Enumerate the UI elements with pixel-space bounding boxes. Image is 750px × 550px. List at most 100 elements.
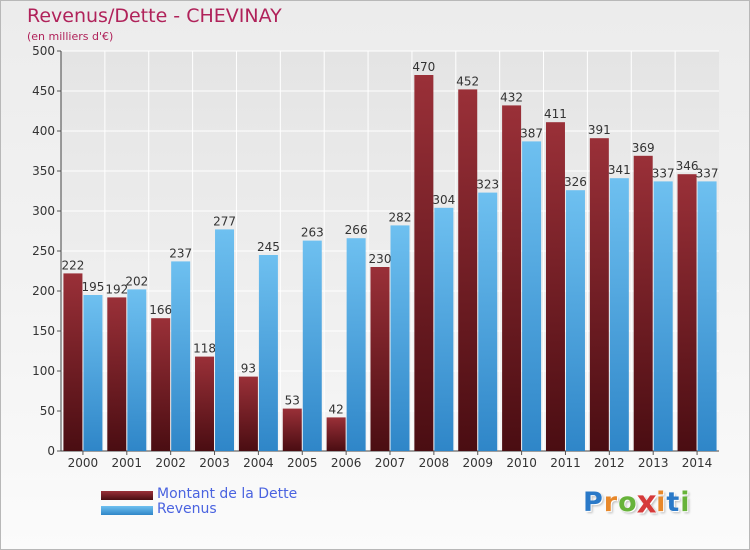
bar-revenus bbox=[522, 141, 542, 451]
bar-revenus bbox=[565, 190, 585, 451]
bar-revenus bbox=[697, 181, 717, 451]
data-label-revenus: 195 bbox=[81, 280, 104, 294]
bar-dette bbox=[633, 155, 653, 452]
bar-revenus bbox=[434, 207, 454, 451]
bar-revenus bbox=[302, 240, 322, 451]
y-tick-label: 500 bbox=[32, 44, 55, 58]
data-label-dette: 432 bbox=[500, 90, 523, 104]
logo-letter: o bbox=[618, 487, 638, 518]
x-tick-label: 2005 bbox=[287, 456, 318, 470]
data-label-revenus: 202 bbox=[125, 274, 148, 288]
bar-revenus bbox=[346, 238, 366, 451]
data-label-dette: 53 bbox=[285, 394, 300, 408]
bar-dette bbox=[677, 174, 697, 451]
bar-dette bbox=[282, 408, 302, 451]
y-tick-label: 50 bbox=[40, 404, 55, 418]
bar-dette bbox=[545, 122, 565, 451]
bar-revenus bbox=[127, 289, 147, 451]
y-tick-label: 350 bbox=[32, 164, 55, 178]
x-tick-label: 2000 bbox=[68, 456, 99, 470]
bar-dette bbox=[326, 417, 346, 451]
data-label-dette: 470 bbox=[412, 60, 435, 74]
data-label-revenus: 263 bbox=[301, 226, 324, 240]
bar-dette bbox=[458, 89, 478, 452]
data-label-dette: 411 bbox=[544, 107, 567, 121]
data-label-revenus: 277 bbox=[213, 214, 236, 228]
x-tick-label: 2013 bbox=[638, 456, 669, 470]
y-tick-label: 400 bbox=[32, 124, 55, 138]
x-tick-label: 2014 bbox=[682, 456, 713, 470]
bar-revenus bbox=[258, 255, 278, 451]
chart-subtitle: (en milliers d'€) bbox=[27, 30, 114, 43]
bar-dette bbox=[589, 138, 609, 451]
x-tick-label: 2008 bbox=[419, 456, 450, 470]
data-label-revenus: 387 bbox=[520, 126, 543, 140]
data-label-dette: 369 bbox=[632, 141, 655, 155]
bar-revenus bbox=[478, 192, 498, 451]
y-tick-label: 450 bbox=[32, 84, 55, 98]
data-label-dette: 118 bbox=[193, 342, 216, 356]
data-label-dette: 192 bbox=[105, 282, 128, 296]
bar-revenus bbox=[171, 261, 191, 451]
x-tick-label: 2009 bbox=[462, 456, 493, 470]
legend-swatch-revenus bbox=[101, 506, 153, 515]
data-label-dette: 230 bbox=[369, 252, 392, 266]
legend-swatch-dette bbox=[101, 491, 153, 500]
data-label-revenus: 326 bbox=[564, 175, 587, 189]
data-label-revenus: 304 bbox=[432, 193, 455, 207]
data-label-dette: 452 bbox=[456, 74, 479, 88]
bar-dette bbox=[414, 75, 434, 451]
bar-dette bbox=[195, 356, 215, 451]
x-tick-label: 2010 bbox=[506, 456, 537, 470]
x-tick-label: 2001 bbox=[112, 456, 143, 470]
logo-letter: x bbox=[636, 484, 658, 521]
bar-revenus bbox=[390, 225, 410, 451]
y-tick-label: 300 bbox=[32, 204, 55, 218]
logo-letter: t bbox=[666, 487, 681, 518]
data-label-revenus: 323 bbox=[476, 178, 499, 192]
logo-letter: P bbox=[583, 487, 604, 518]
proxiti-logo: Proxiti bbox=[583, 484, 691, 521]
logo-letter: i bbox=[680, 487, 691, 518]
legend-label-dette: Montant de la Dette bbox=[157, 486, 298, 502]
x-tick-label: 2002 bbox=[155, 456, 186, 470]
data-label-revenus: 245 bbox=[257, 240, 280, 254]
bar-revenus bbox=[609, 178, 629, 451]
data-label-revenus: 282 bbox=[389, 210, 412, 224]
data-label-dette: 42 bbox=[328, 402, 343, 416]
bar-dette bbox=[370, 267, 390, 451]
y-tick-label: 0 bbox=[47, 444, 55, 458]
y-tick-label: 250 bbox=[32, 244, 55, 258]
y-tick-label: 150 bbox=[32, 324, 55, 338]
data-label-revenus: 341 bbox=[608, 163, 631, 177]
data-label-dette: 391 bbox=[588, 123, 611, 137]
legend-label-revenus: Revenus bbox=[157, 501, 217, 517]
data-label-dette: 346 bbox=[676, 159, 699, 173]
bar-dette bbox=[238, 376, 258, 451]
y-tick-label: 200 bbox=[32, 284, 55, 298]
data-label-revenus: 337 bbox=[652, 166, 675, 180]
x-tick-label: 2006 bbox=[331, 456, 362, 470]
data-label-revenus: 266 bbox=[345, 223, 368, 237]
x-tick-label: 2003 bbox=[199, 456, 230, 470]
data-label-revenus: 337 bbox=[696, 166, 719, 180]
data-label-dette: 166 bbox=[149, 303, 172, 317]
x-tick-label: 2012 bbox=[594, 456, 625, 470]
bar-dette bbox=[151, 318, 171, 451]
bar-revenus bbox=[653, 181, 673, 451]
chart-title: Revenus/Dette - CHEVINAY bbox=[27, 5, 282, 27]
y-tick-label: 100 bbox=[32, 364, 55, 378]
data-label-revenus: 237 bbox=[169, 246, 192, 260]
data-label-dette: 93 bbox=[241, 362, 256, 376]
bar-revenus bbox=[215, 229, 235, 451]
data-label-dette: 222 bbox=[61, 258, 84, 272]
x-tick-label: 2004 bbox=[243, 456, 274, 470]
bar-dette bbox=[502, 105, 522, 452]
bar-dette bbox=[63, 273, 83, 451]
bar-revenus bbox=[83, 295, 103, 451]
bar-dette bbox=[107, 297, 127, 451]
logo-letter: i bbox=[656, 487, 667, 518]
logo-letter: r bbox=[603, 487, 619, 518]
